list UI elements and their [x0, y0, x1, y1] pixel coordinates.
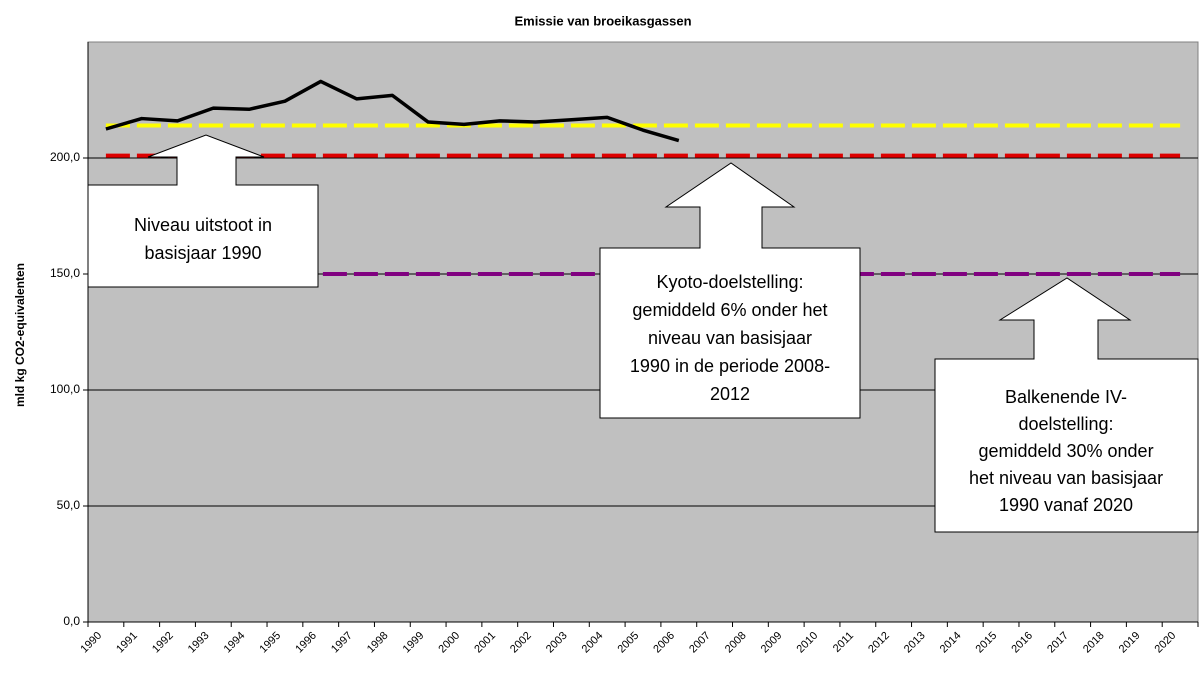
x-tick-label: 2012: [866, 630, 892, 656]
x-tick-label: 2006: [651, 630, 677, 656]
x-tick-label: 2018: [1081, 630, 1107, 656]
x-tick-label: 2008: [723, 630, 749, 656]
x-tick-label: 1991: [114, 630, 140, 656]
x-tick-label: 2001: [472, 630, 498, 656]
callout-text: 2012: [710, 384, 750, 404]
x-tick-label: 1990: [78, 630, 104, 656]
callout-text: Niveau uitstoot in: [134, 215, 272, 235]
chart-title: Emissie van broeikasgassen: [514, 13, 691, 28]
x-tick-label: 1992: [150, 630, 176, 656]
callout-text: Balkenende IV-: [1005, 387, 1127, 407]
x-tick-label: 2005: [615, 630, 641, 656]
y-tick-label: 50,0: [57, 498, 81, 512]
callout-text: het niveau van basisjaar: [969, 468, 1163, 488]
emission-line: [105, 79, 680, 143]
x-tick-label: 1995: [257, 630, 283, 656]
x-tick-label: 2011: [831, 630, 856, 655]
y-axis-label: mld kg CO2-equivalenten: [13, 263, 27, 407]
x-tick-label: 2003: [544, 630, 570, 656]
y-tick-label: 0,0: [63, 614, 80, 628]
x-tick-label: 1993: [186, 630, 212, 656]
x-tick-label: 2014: [938, 630, 964, 656]
x-tick-label: 1996: [293, 630, 319, 656]
callout-text: niveau van basisjaar: [648, 328, 812, 348]
x-tick-label: 2000: [436, 630, 462, 656]
x-tick-label: 1998: [365, 630, 391, 656]
x-tick-label: 2010: [795, 630, 821, 656]
x-tick-label: 2009: [759, 630, 785, 656]
x-tick-label: 1999: [401, 630, 427, 656]
callout-text: 1990 vanaf 2020: [999, 495, 1133, 515]
x-tick-label: 1994: [222, 630, 248, 656]
x-tick-label: 2015: [974, 630, 1000, 656]
callout: [934, 277, 1199, 533]
x-tick-label: 2002: [508, 630, 534, 656]
callout-text: gemiddeld 6% onder het: [632, 300, 827, 320]
x-tick-label: 2020: [1153, 630, 1179, 656]
callout-text: doelstelling:: [1018, 414, 1113, 434]
x-tick-label: 2007: [687, 630, 713, 656]
x-tick-label: 2004: [580, 630, 606, 656]
x-tick-label: 2013: [902, 630, 928, 656]
callout-text: gemiddeld 30% onder: [978, 441, 1153, 461]
y-tick-label: 150,0: [50, 266, 80, 280]
callout-text: basisjaar 1990: [144, 243, 261, 263]
callout: [599, 162, 861, 419]
x-tick-label: 2019: [1117, 630, 1143, 656]
x-tick-label: 2016: [1009, 630, 1035, 656]
y-tick-label: 200,0: [50, 150, 80, 164]
callout-text: 1990 in de periode 2008-: [630, 356, 830, 376]
callout-text: Kyoto-doelstelling:: [656, 272, 803, 292]
x-tick-label: 2017: [1045, 630, 1071, 656]
callout: [87, 134, 319, 288]
x-tick-label: 1997: [329, 630, 355, 656]
y-tick-label: 100,0: [50, 382, 80, 396]
